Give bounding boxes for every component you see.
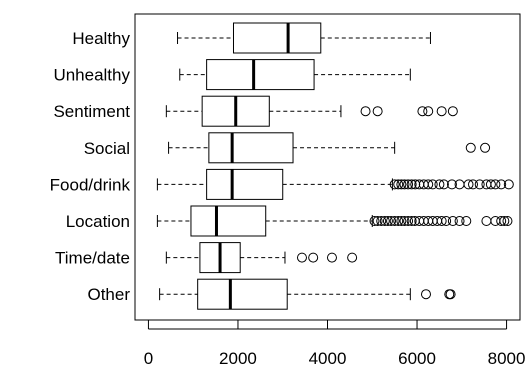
category-label-sentiment: Sentiment	[53, 102, 130, 121]
outlier-point	[360, 106, 371, 117]
x-tick-label: 2000	[219, 349, 257, 368]
outlier-point	[420, 289, 431, 300]
plot-frame	[134, 13, 521, 321]
outlier-point	[376, 216, 387, 226]
box-iqr	[208, 132, 294, 164]
outlier-point	[369, 216, 380, 226]
outlier-point	[461, 216, 472, 226]
box-location	[156, 205, 513, 237]
box-iqr	[197, 278, 288, 310]
outlier-point	[406, 179, 417, 190]
x-tick-label: 8000	[488, 349, 526, 368]
category-label-other: Other	[87, 285, 130, 304]
outlier-point	[347, 252, 358, 263]
outlier-point	[445, 289, 456, 300]
outlier-point	[436, 216, 447, 226]
outlier-point	[485, 179, 496, 190]
outlier-point	[427, 179, 438, 190]
outlier-point	[446, 179, 457, 190]
box-iqr	[190, 205, 267, 237]
box-food-drink	[156, 168, 514, 200]
outlier-point	[389, 216, 400, 226]
category-label-healthy: Healthy	[72, 29, 130, 48]
category-label-social: Social	[84, 139, 130, 158]
outlier-point	[423, 106, 434, 117]
outlier-point	[399, 179, 410, 190]
outlier-point	[454, 216, 465, 226]
outlier-point	[503, 179, 514, 190]
outlier-point	[447, 106, 458, 117]
outlier-point	[463, 179, 474, 190]
outlier-point	[467, 179, 478, 190]
box-groups	[156, 22, 514, 310]
box-sentiment	[165, 95, 458, 127]
outlier-point	[502, 216, 513, 226]
box-unhealthy	[179, 59, 411, 91]
x-tick-label: 4000	[309, 349, 347, 368]
box-iqr	[206, 59, 315, 91]
outlier-point	[436, 106, 447, 117]
outlier-point	[399, 216, 410, 226]
outlier-point	[434, 179, 445, 190]
outlier-point	[447, 216, 458, 226]
outlier-point	[386, 216, 397, 226]
outlier-point	[296, 252, 307, 263]
box-iqr	[232, 22, 322, 54]
category-label-food-drink: Food/drink	[50, 175, 131, 194]
outlier-point	[326, 252, 337, 263]
outlier-point	[403, 179, 414, 190]
outlier-point	[379, 216, 390, 226]
outlier-point	[308, 252, 319, 263]
category-label-time-date: Time/date	[55, 249, 130, 268]
outlier-point	[474, 179, 485, 190]
outlier-point	[396, 216, 407, 226]
outlier-point	[417, 106, 428, 117]
outlier-point	[403, 216, 414, 226]
category-labels: Healthy Unhealthy Sentiment Social Food/drin…	[50, 29, 131, 304]
box-other	[159, 278, 456, 310]
outlier-point	[372, 216, 383, 226]
outlier-point	[499, 216, 510, 226]
outlier-point	[389, 179, 400, 190]
outlier-point	[441, 216, 452, 226]
box-iqr	[206, 168, 284, 200]
x-tick-label: 6000	[398, 349, 436, 368]
x-axis: 0 2000 4000 6000 8000	[144, 320, 526, 368]
box-healthy	[177, 22, 431, 54]
outlier-point	[490, 179, 501, 190]
outlier-point	[481, 216, 492, 226]
box-social	[168, 132, 491, 164]
outlier-point	[496, 179, 507, 190]
box-time-date	[165, 242, 358, 274]
outlier-point	[423, 179, 434, 190]
outlier-point	[438, 179, 449, 190]
outlier-point	[393, 179, 404, 190]
outlier-point	[496, 216, 507, 226]
category-label-location: Location	[66, 212, 130, 231]
category-label-unhealthy: Unhealthy	[53, 66, 130, 85]
x-tick-label: 0	[144, 349, 153, 368]
outlier-point	[465, 142, 476, 153]
outlier-point	[396, 179, 407, 190]
outlier-point	[406, 216, 417, 226]
outlier-point	[372, 106, 383, 117]
outlier-point	[382, 216, 393, 226]
outlier-point	[393, 216, 404, 226]
outlier-point	[480, 142, 491, 153]
